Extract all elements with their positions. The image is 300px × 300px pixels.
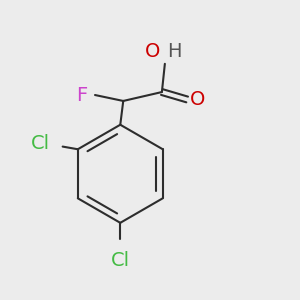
Text: F: F — [76, 85, 88, 104]
Text: O: O — [145, 42, 161, 61]
Text: Cl: Cl — [30, 134, 50, 153]
Text: H: H — [167, 42, 182, 61]
Text: O: O — [190, 90, 206, 109]
Text: Cl: Cl — [111, 251, 130, 270]
